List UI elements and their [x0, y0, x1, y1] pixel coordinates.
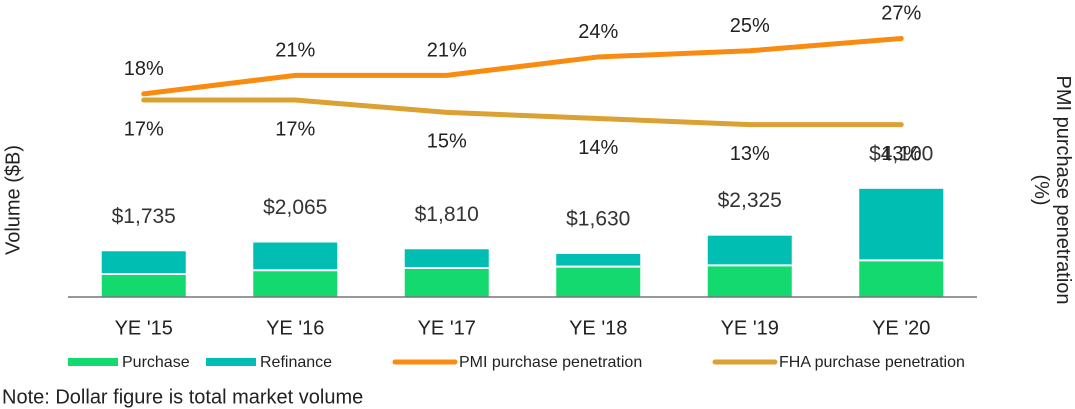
legend-label: Refinance [260, 354, 332, 371]
bar-segment [253, 270, 338, 297]
bar-segment [707, 265, 792, 297]
line [141, 35, 904, 97]
total-label: $1,630 [566, 208, 630, 231]
x-tick-label: YE '15 [115, 317, 173, 339]
bar-segment [101, 251, 186, 275]
x-tick-label: YE '18 [569, 317, 627, 339]
legend-swatch [68, 358, 118, 366]
total-label: $4,100 [869, 142, 933, 165]
data-label: 18% [124, 58, 164, 80]
bar-segment [556, 253, 641, 267]
label-line: (%) [1030, 174, 1052, 205]
legend-label: PMI purchase penetration [459, 354, 642, 371]
y-axis-label: Volume ($B) [2, 145, 24, 255]
x-tick-label: YE '16 [266, 317, 324, 339]
data-label: 21% [427, 40, 467, 62]
bar-segment [556, 266, 641, 297]
data-label: 13% [730, 143, 770, 165]
data-label: 15% [427, 131, 467, 153]
bar-segment [707, 235, 792, 266]
line [141, 97, 904, 128]
data-label: 17% [124, 118, 164, 140]
legend-swatch [206, 358, 256, 366]
data-label: 25% [730, 15, 770, 37]
total-label: $1,810 [415, 203, 479, 226]
bar-segment [101, 274, 186, 297]
data-label: 17% [275, 118, 315, 140]
x-tick-label: YE '17 [418, 317, 476, 339]
data-label: 14% [578, 137, 618, 159]
bar-segment [253, 242, 338, 271]
data-label: 27% [881, 3, 921, 25]
bar-segment [404, 267, 489, 297]
legend-label: FHA purchase penetration [779, 354, 965, 371]
bar-segment [859, 260, 944, 297]
x-tick-label: YE '20 [872, 317, 930, 339]
data-label: 13% [881, 143, 921, 165]
x-tick-label: YE '19 [721, 317, 779, 339]
data-label: 21% [275, 40, 315, 62]
total-label: $2,065 [263, 196, 327, 219]
bar-segment [404, 249, 489, 268]
legend-label: Purchase [122, 354, 190, 371]
y2-axis-label: PMI purchase penetration(%) [1030, 75, 1074, 304]
label-line: PMI purchase penetration [1052, 75, 1074, 304]
data-label: 24% [578, 21, 618, 43]
total-label: $1,735 [112, 205, 176, 228]
note: Note: Dollar figure is total market volu… [2, 386, 363, 408]
bar-segment [859, 188, 944, 261]
total-label: $2,325 [718, 189, 782, 212]
